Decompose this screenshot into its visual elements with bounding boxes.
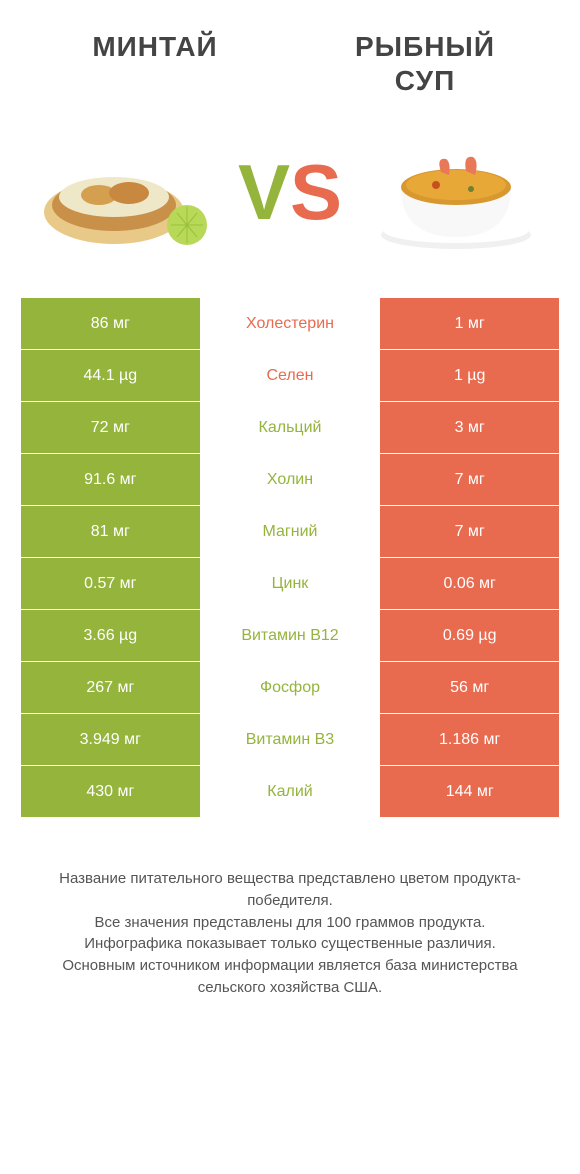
left-value: 86 мг (21, 298, 201, 350)
soup-bowl-icon (371, 127, 541, 257)
table-row: 430 мгКалий144 мг (21, 766, 560, 818)
left-food-image (20, 127, 228, 257)
nutrient-name: Магний (200, 506, 380, 558)
nutrient-name: Селен (200, 350, 380, 402)
footer-line-3: Инфографика показывает только существенн… (30, 933, 550, 955)
taco-icon (39, 127, 209, 257)
header: МИНТАЙ РЫБНЫЙ СУП (0, 0, 580, 117)
right-product-title-2: СУП (290, 64, 560, 98)
header-right: РЫБНЫЙ СУП (290, 30, 560, 97)
vs-label: VS (228, 153, 352, 231)
left-value: 3.66 µg (21, 610, 201, 662)
table-row: 86 мгХолестерин1 мг (21, 298, 560, 350)
nutrient-name: Кальций (200, 402, 380, 454)
nutrient-name: Витамин B3 (200, 714, 380, 766)
nutrient-name: Фосфор (200, 662, 380, 714)
header-left: МИНТАЙ (20, 30, 290, 97)
table-row: 3.66 µgВитамин B120.69 µg (21, 610, 560, 662)
table-row: 267 мгФосфор56 мг (21, 662, 560, 714)
footer-line-2: Все значения представлены для 100 граммо… (30, 912, 550, 934)
right-value: 1.186 мг (380, 714, 560, 766)
table-row: 0.57 мгЦинк0.06 мг (21, 558, 560, 610)
right-value: 1 мг (380, 298, 560, 350)
right-value: 3 мг (380, 402, 560, 454)
left-value: 72 мг (21, 402, 201, 454)
table-row: 3.949 мгВитамин B31.186 мг (21, 714, 560, 766)
table-row: 91.6 мгХолин7 мг (21, 454, 560, 506)
left-product-title: МИНТАЙ (20, 30, 290, 64)
nutrition-table: 86 мгХолестерин1 мг44.1 µgСелен1 µg72 мг… (20, 297, 560, 818)
left-value: 430 мг (21, 766, 201, 818)
left-value: 0.57 мг (21, 558, 201, 610)
vs-v: V (238, 148, 290, 236)
right-value: 0.69 µg (380, 610, 560, 662)
left-value: 44.1 µg (21, 350, 201, 402)
nutrient-name: Холин (200, 454, 380, 506)
image-row: VS (0, 117, 580, 297)
table-row: 72 мгКальций3 мг (21, 402, 560, 454)
left-value: 81 мг (21, 506, 201, 558)
table-row: 44.1 µgСелен1 µg (21, 350, 560, 402)
right-value: 144 мг (380, 766, 560, 818)
left-value: 91.6 мг (21, 454, 201, 506)
nutrient-name: Витамин B12 (200, 610, 380, 662)
right-food-image (352, 127, 560, 257)
vs-s: S (290, 148, 342, 236)
right-product-title-1: РЫБНЫЙ (290, 30, 560, 64)
right-value: 1 µg (380, 350, 560, 402)
nutrient-name: Холестерин (200, 298, 380, 350)
right-value: 56 мг (380, 662, 560, 714)
nutrient-name: Цинк (200, 558, 380, 610)
footer-line-4: Основным источником информации является … (30, 955, 550, 999)
right-value: 7 мг (380, 506, 560, 558)
footer-notes: Название питательного вещества представл… (0, 818, 580, 999)
right-value: 7 мг (380, 454, 560, 506)
footer-line-1: Название питательного вещества представл… (30, 868, 550, 912)
left-value: 267 мг (21, 662, 201, 714)
left-value: 3.949 мг (21, 714, 201, 766)
table-row: 81 мгМагний7 мг (21, 506, 560, 558)
right-value: 0.06 мг (380, 558, 560, 610)
nutrient-name: Калий (200, 766, 380, 818)
